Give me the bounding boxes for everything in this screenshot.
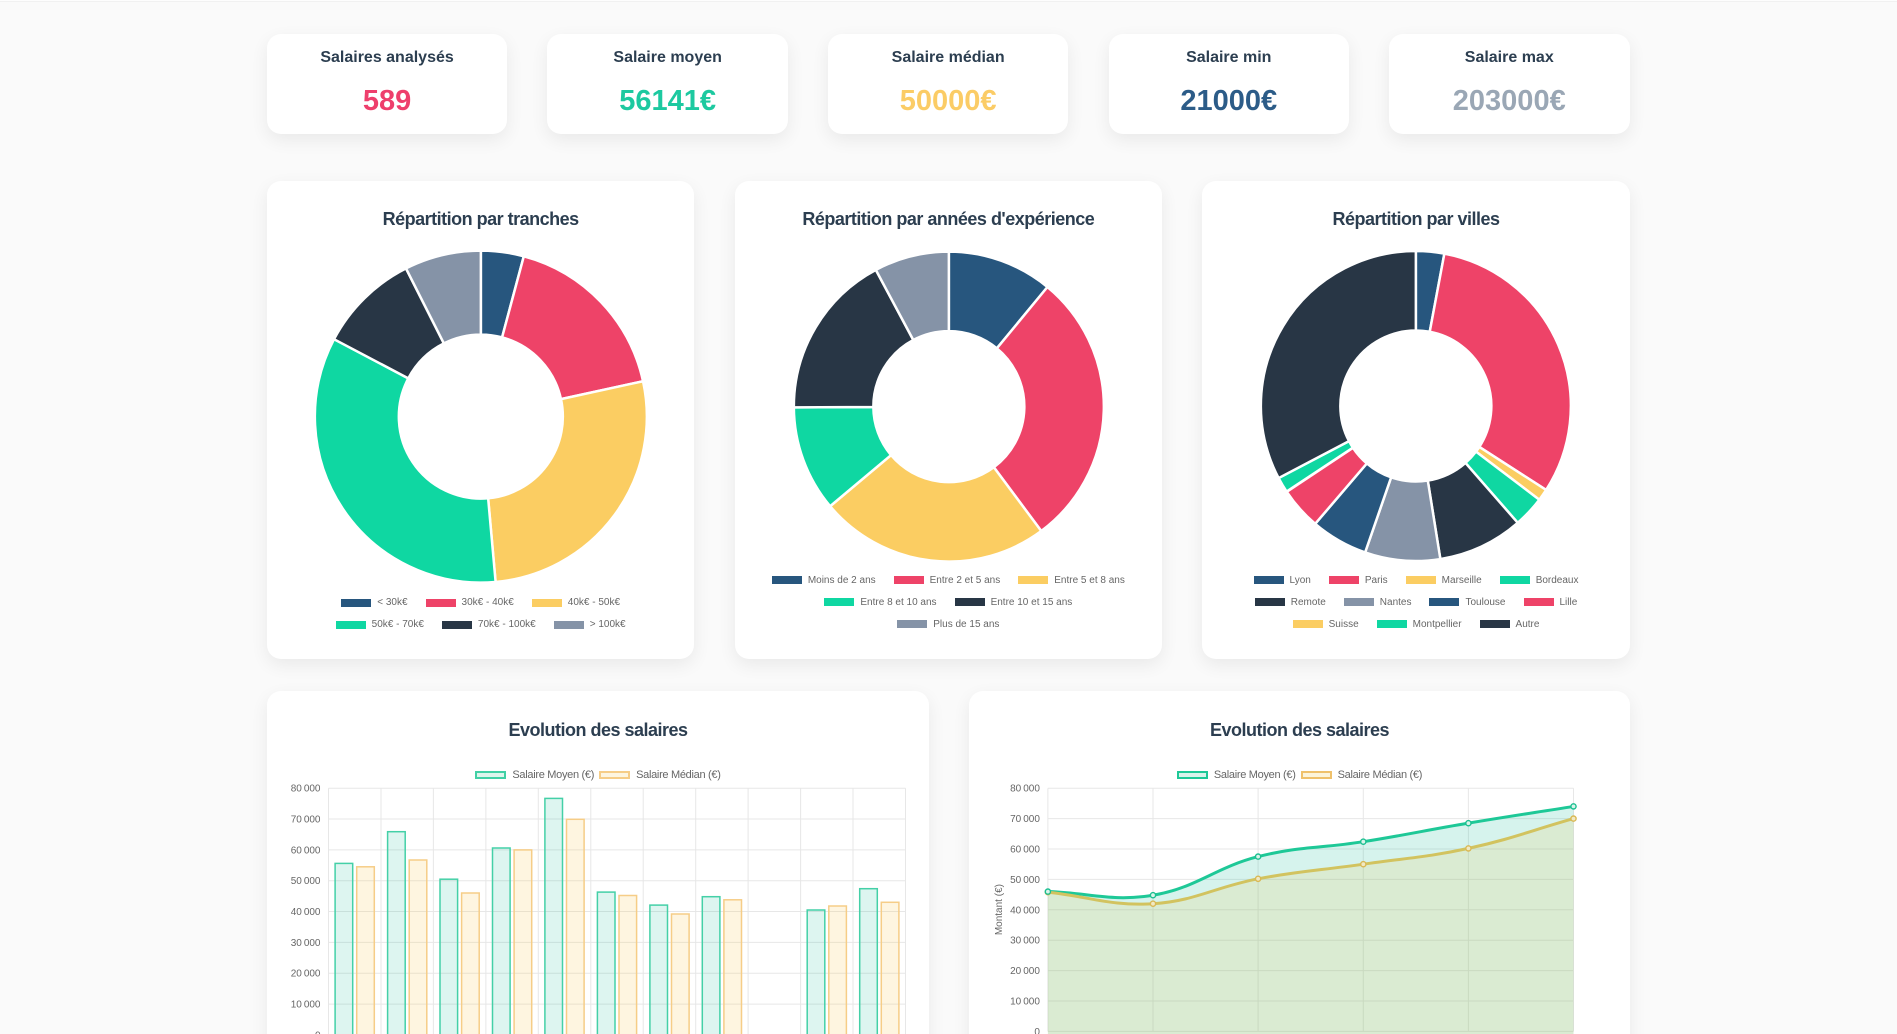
svg-text:30 000: 30 000 xyxy=(1010,936,1040,947)
svg-text:70 000: 70 000 xyxy=(291,815,321,826)
svg-text:60 000: 60 000 xyxy=(1010,845,1040,856)
svg-text:20 000: 20 000 xyxy=(291,969,321,980)
svg-text:0: 0 xyxy=(1034,1027,1040,1034)
svg-text:80 000: 80 000 xyxy=(1010,784,1040,795)
svg-text:Montant (€): Montant (€) xyxy=(994,884,1005,935)
svg-text:60 000: 60 000 xyxy=(291,846,321,857)
svg-text:30 000: 30 000 xyxy=(291,938,321,949)
svg-text:0: 0 xyxy=(315,1031,321,1034)
svg-text:50 000: 50 000 xyxy=(1010,875,1040,886)
svg-text:10 000: 10 000 xyxy=(1010,997,1040,1008)
svg-text:70 000: 70 000 xyxy=(1010,814,1040,825)
svg-text:40 000: 40 000 xyxy=(1010,906,1040,917)
svg-text:10 000: 10 000 xyxy=(291,1000,321,1011)
svg-text:80 000: 80 000 xyxy=(291,784,321,795)
svg-text:40 000: 40 000 xyxy=(291,907,321,918)
svg-text:20 000: 20 000 xyxy=(1010,966,1040,977)
svg-text:50 000: 50 000 xyxy=(291,877,321,888)
